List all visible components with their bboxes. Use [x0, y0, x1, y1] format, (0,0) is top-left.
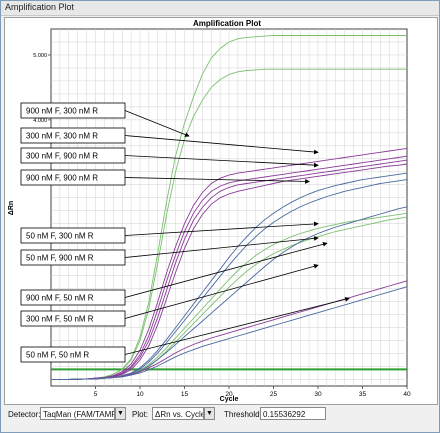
- threshold-input[interactable]: 0.15536292: [260, 407, 326, 420]
- plot-select[interactable]: ΔRn vs. Cycle: [152, 407, 204, 420]
- window-title: Amplification Plot: [5, 2, 75, 12]
- window-titlebar: Amplification Plot: [1, 1, 439, 16]
- x-tick-label: 10: [136, 391, 144, 398]
- annotation-arrow: [124, 297, 350, 355]
- x-tick-label: 40: [403, 391, 411, 398]
- annotation-arrow: [124, 135, 319, 155]
- bottom-toolbar: Detector: TaqMan (FAM/TAMRA) ▼ Plot: ΔRn…: [4, 406, 436, 424]
- y-axis-label: ΔRn: [8, 201, 15, 215]
- y-tick-label: 4.000: [33, 118, 47, 124]
- annotation-label: 50 nM F, 300 nM R: [26, 232, 94, 241]
- annotation-label: 300 nM F, 900 nM R: [26, 152, 98, 161]
- series-line: [51, 280, 408, 380]
- y-tick-label: 5.000: [33, 53, 47, 59]
- annotation-label: 900 nM F, 900 nM R: [26, 174, 98, 183]
- series-layer: [51, 35, 408, 380]
- x-tick-label: 20: [225, 391, 233, 398]
- x-tick-label: 25: [270, 391, 278, 398]
- detector-dropdown-arrow-icon[interactable]: ▼: [115, 407, 126, 420]
- detector-select[interactable]: TaqMan (FAM/TAMRA): [40, 407, 115, 420]
- chart-title: Amplification Plot: [193, 19, 261, 28]
- series-line: [51, 286, 408, 380]
- annotation-label: 50 nM F, 900 nM R: [26, 254, 94, 263]
- x-tick-label: 5: [94, 391, 98, 398]
- threshold-label: Threshold:: [224, 410, 262, 419]
- annotation-layer: 900 nM F, 300 nM R 300 nM F, 300 nM R 300 …: [20, 102, 350, 363]
- annotation-arrow: [124, 221, 319, 236]
- series-line: [51, 35, 407, 380]
- amplification-chart: Amplification Plot 5 10 15 20 25 30 35 404.0005…: [8, 19, 411, 403]
- axis-layer: 5 10 15 20 25 30 35 40 4.000 5.000: [33, 53, 411, 398]
- x-tick-label: 30: [314, 391, 322, 398]
- annotation-label: 900 nM F, 50 nM R: [26, 294, 94, 303]
- annotation-label: 50 nM F, 50 nM R: [26, 351, 89, 360]
- x-tick-label: 35: [359, 391, 367, 398]
- annotation-arrow: [124, 241, 328, 298]
- annotation-arrow: [124, 264, 319, 319]
- series-line: [51, 163, 408, 380]
- series-line: [51, 155, 408, 380]
- detector-label: Detector:: [8, 410, 41, 419]
- x-tick-label: 15: [181, 391, 189, 398]
- annotation-arrow: [124, 177, 310, 184]
- annotation-label: 300 nM F, 300 nM R: [26, 132, 98, 141]
- series-line: [51, 159, 408, 380]
- plot-label: Plot:: [132, 410, 149, 419]
- plot-dropdown-arrow-icon[interactable]: ▼: [204, 407, 215, 420]
- annotation-arrow: [124, 155, 319, 168]
- series-line: [51, 147, 408, 380]
- x-axis-label: Cycle: [220, 396, 239, 403]
- annotation-label: 900 nM F, 300 nM R: [26, 107, 98, 116]
- annotation-label: 300 nM F, 50 nM R: [26, 315, 94, 324]
- series-line: [51, 68, 407, 380]
- annotation-arrow: [124, 236, 319, 258]
- chart-panel: Amplification Plot 5 10 15 20 25 30 35 40 4.000 5…: [4, 17, 438, 405]
- annotation-arrow: [124, 110, 190, 137]
